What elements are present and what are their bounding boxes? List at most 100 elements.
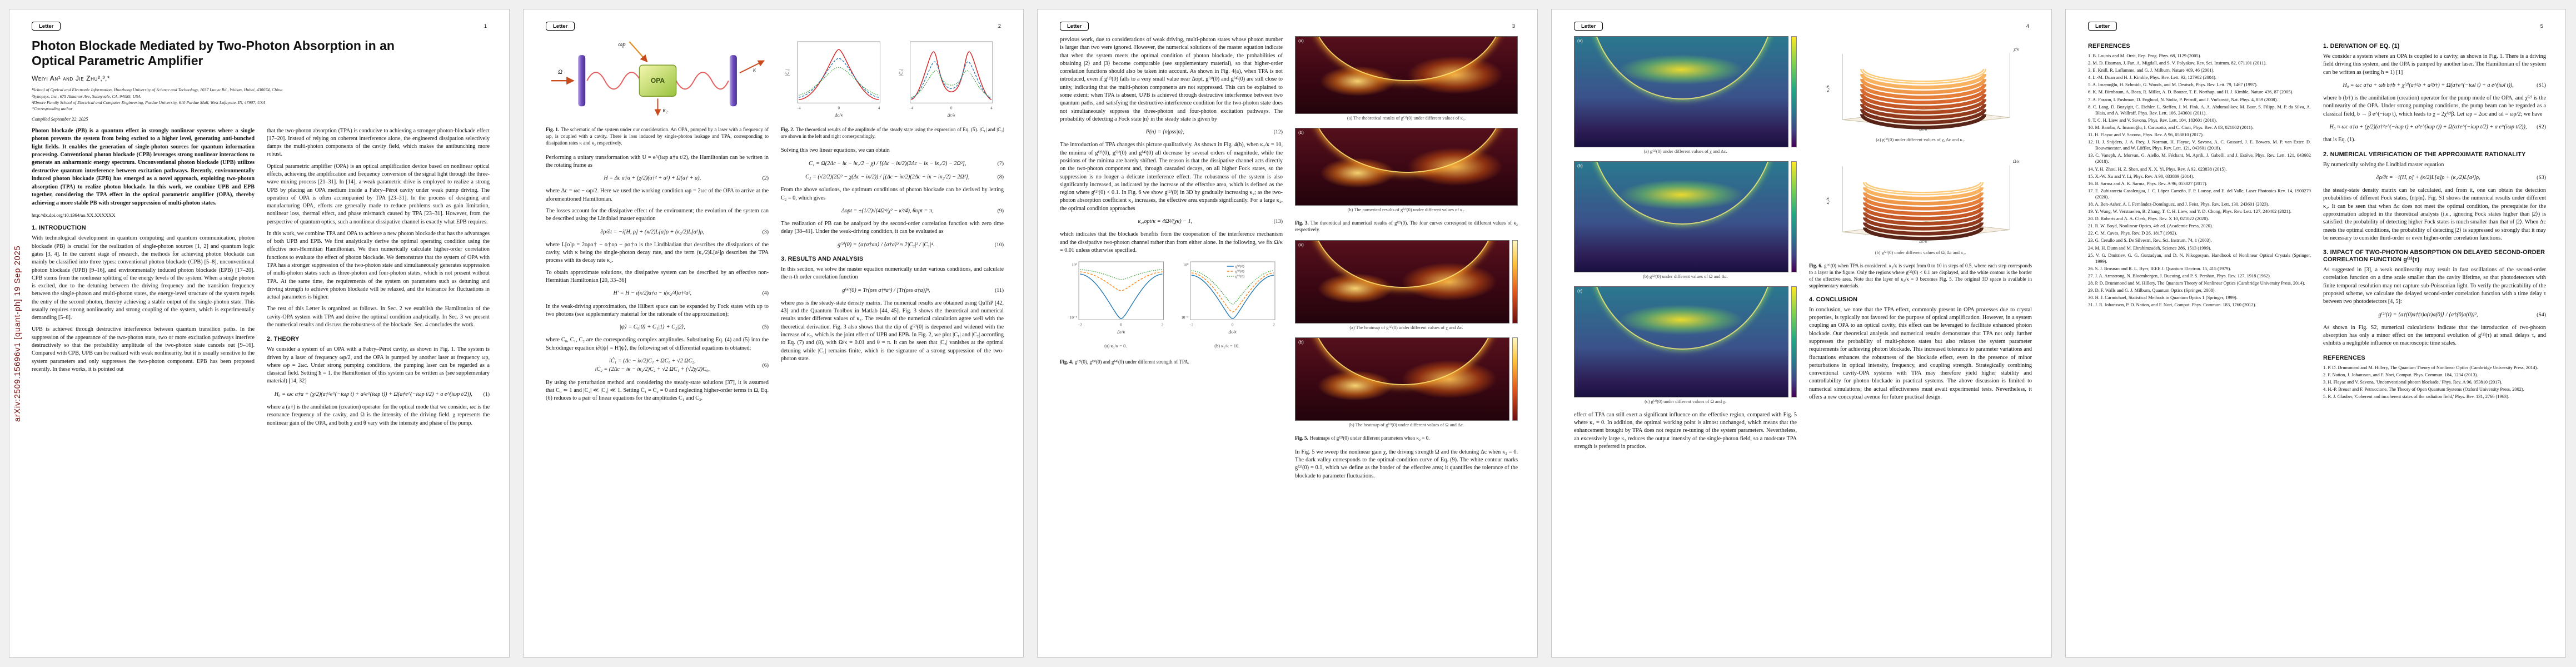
- equation: g⁽²⁾(0) = ⟨a†a†aa⟩ / ⟨a†a⟩² ≈ 2|C₂|² / |…: [838, 241, 1004, 248]
- page-number: 1: [484, 23, 487, 29]
- body-paragraph: With technological development in quantu…: [32, 235, 255, 321]
- svg-text:g⁽²⁾(0): g⁽²⁾(0): [1235, 264, 1244, 268]
- g2-curve-a: [1080, 273, 1163, 320]
- reference-item: 14. Y. H. Zhou, H. Z. Shen, and X. X. Yi…: [2088, 166, 2227, 172]
- figure-caption: Fig. 2. The theoretical results of the am…: [781, 127, 1004, 140]
- reference-list: 1. B. Lounis and M. Orrit, Rep. Prog. Ph…: [2088, 53, 2311, 308]
- figure-2-theory-plot: −4 0 4 −4 0 4 Δc/κ Δc/κ |C₁| |C₂|: [781, 37, 1004, 121]
- body-paragraph: We consider a system of an OPA with a Fa…: [267, 346, 490, 385]
- svg-text:κ: κ: [753, 67, 756, 73]
- svg-text:Ω/κ: Ω/κ: [2013, 159, 2020, 164]
- figure-1-schematic: Ω OPA ωp κ κ₂: [546, 37, 769, 121]
- svg-text:2: 2: [1273, 322, 1275, 327]
- page-number: 5: [2540, 23, 2543, 29]
- subfigure-caption: (b) κ₂/κ = 10.: [1214, 344, 1240, 349]
- fig5-heatmap-row-a: (a): [1295, 240, 1518, 323]
- paper-title: Photon Blockade Mediated by Two-Photon A…: [32, 38, 395, 68]
- reference-item: 31. J. R. Johansson, P. D. Nation, and F…: [2088, 302, 2256, 308]
- svg-text:0: 0: [1232, 322, 1234, 327]
- body-paragraph: In this section, we solve the master equ…: [781, 266, 1004, 281]
- svg-text:Δc/κ: Δc/κ: [1919, 126, 1927, 131]
- page-1: Letter 1 Photon Blockade Mediated by Two…: [9, 9, 510, 658]
- body-paragraph: The introduction of TPA changes this pic…: [1060, 142, 1283, 212]
- two-column-layout: (a) (a) g⁽²⁾(0) under different values o…: [1574, 36, 2032, 455]
- doi-link[interactable]: http://dx.doi.org/10.1364/ao.XX.XXXXXX: [32, 212, 116, 218]
- reference-item: 12. H. J. Snijders, J. A. Frey, J. Norma…: [2088, 140, 2311, 151]
- body-paragraph: As suggested in [3], a weak nonlinearity…: [2323, 267, 2546, 305]
- heatmap-chi-delta: (a): [1574, 36, 1788, 147]
- supplement-reference-list: 1. P. D. Drummond and M. Hillery, The Qu…: [2323, 365, 2546, 400]
- colorbar: [1791, 286, 1797, 397]
- heatmap-row: (b): [1574, 161, 1797, 272]
- subfigure-caption: (b) The heatmap of g⁽²⁾(0) under differe…: [1348, 422, 1464, 427]
- two-column-layout: Photon blockade (PB) is a quantum effect…: [32, 127, 490, 431]
- body-paragraph: The losses account for the dissipative e…: [546, 207, 769, 222]
- reference-item: 11. H. Flayac and V. Savona, Phys. Rev. …: [2088, 132, 2204, 138]
- opa-crystal: [639, 64, 677, 97]
- svg-text:−2: −2: [1189, 322, 1194, 327]
- colorbar: [1512, 337, 1518, 421]
- g2-curve-b: [1191, 275, 1274, 320]
- c2-curve-red: [911, 51, 992, 100]
- fig3-heatmap-a: (a): [1295, 36, 1518, 114]
- reference-item: 18. A. Ben-Asher, A. I. Fernández-Domíng…: [2088, 201, 2269, 207]
- body-paragraph: To obtain approximate solutions, the dis…: [546, 269, 769, 283]
- svg-text:−4: −4: [796, 106, 801, 110]
- subfigure-caption: (c) g⁽²⁾(0) under different values of Ω …: [1645, 399, 1726, 404]
- cavity-mirror-right: [729, 55, 737, 107]
- reference-item: 4. L.-M. Duan and H. J. Kimble, Phys. Re…: [2088, 75, 2216, 81]
- svg-text:g⁽³⁾(0): g⁽³⁾(0): [1235, 269, 1244, 273]
- svg-text:10⁻⁴: 10⁻⁴: [1070, 315, 1078, 320]
- figure-caption: Fig. 4. g⁽²⁾(0), g⁽³⁾(0) and g⁽⁴⁾(0) unde…: [1060, 359, 1189, 365]
- fig1-schematic-svg: Ω OPA ωp κ κ₂: [546, 37, 769, 121]
- page-3: Letter 3 previous work, due to considera…: [1037, 9, 1538, 658]
- g3-curve-b: [1191, 272, 1274, 312]
- body-paragraph: Optical parametric amplifier (OPA) is an…: [267, 163, 490, 225]
- reference-item: 15. X.-W. Xu and Y. Li, Phys. Rev. A 90,…: [2088, 173, 2194, 179]
- svg-text:Δc/κ: Δc/κ: [947, 112, 955, 117]
- column-left: Photon blockade (PB) is a quantum effect…: [32, 127, 255, 431]
- svg-text:10⁻⁴: 10⁻⁴: [1181, 315, 1189, 320]
- equation: C₂ = (√2/2)(2Ω² − χ(Δc − iκ/2)) / [(Δc −…: [805, 174, 1004, 181]
- body-paragraph: where Δc = ωc − ωp/2. Here we used the w…: [546, 188, 769, 202]
- equation: H₀ = ωc a†a + (χ/2)(a†²e^(−iωp t) + a²e^…: [274, 391, 490, 397]
- g4-curve-b: [1191, 270, 1274, 305]
- two-column-layout: previous work, due to considerations of …: [1060, 36, 1518, 484]
- subfigure-caption: (a) The heatmap of g⁽²⁾(0) under differe…: [1349, 325, 1463, 330]
- equation: Δopt = ±(1/2)√(4Ω⁴/χ² − κ²/4), θopt = π,…: [841, 207, 1004, 215]
- kappa-decay-arrow: [739, 60, 765, 74]
- equation: H′ = H − i(κ/2)a†a − i(κ₂/4)a†²a², (4): [613, 290, 769, 297]
- reference-item: 27. J. A. Armstrong, N. Bloembergen, J. …: [2088, 273, 2271, 278]
- letter-badge: Letter: [32, 22, 61, 31]
- page-header: Letter 4: [1574, 22, 2029, 31]
- reference-item: 30. H. J. Carmichael, Statistical Method…: [2088, 295, 2238, 301]
- svg-text:OPA: OPA: [651, 77, 665, 84]
- svg-text:4: 4: [878, 106, 880, 110]
- c1-curve-blue: [798, 58, 879, 98]
- reference-item: 28. P. D. Drummond and M. Hillery, The Q…: [2088, 281, 2305, 286]
- reference-item: 24. M. H. Dunn and M. Ebrahimzadeh, Scie…: [2088, 245, 2211, 251]
- column-right: −4 0 4 −4 0 4 Δc/κ Δc/κ |C₁| |C₂| Fig. 2: [781, 36, 1004, 406]
- two-column-layout: REFERENCES 1. B. Lounis and M. Orrit, Re…: [2088, 36, 2546, 401]
- supplement-heading-references: REFERENCES: [2323, 354, 2365, 361]
- c2-curve-green: [911, 70, 992, 98]
- svg-text:10⁰: 10⁰: [1072, 263, 1077, 267]
- supplement-heading-tpa-impact: 3. IMPACT OF TWO-PHOTON ABSORPTION ON DE…: [2323, 249, 2545, 263]
- fig5-heatmap-row-b: (b): [1295, 337, 1518, 421]
- reference-item: 23. G. Cerullo and S. De Silvestri, Rev.…: [2088, 238, 2212, 243]
- supplement-heading-derivation: 1. DERIVATION OF EQ. (1): [2323, 43, 2400, 49]
- body-paragraph: Solving this two linear equations, we ca…: [781, 147, 890, 154]
- svg-text:−2: −2: [1078, 322, 1082, 327]
- colorbar: [1512, 240, 1518, 323]
- svg-text:|C₂|: |C₂|: [899, 69, 904, 76]
- svg-text:Δc/κ: Δc/κ: [1117, 329, 1125, 334]
- body-paragraph: that is Eq. (1).: [2323, 137, 2356, 143]
- reference-item: 26. S. J. Brosnan and R. L. Byer, IEEE J…: [2088, 266, 2231, 271]
- svg-text:χ/κ: χ/κ: [2013, 47, 2019, 52]
- svg-text:g⁽⁴⁾(0): g⁽⁴⁾(0): [1235, 274, 1244, 278]
- column-right: κ₂/κ Δc/κ χ/κ (a) g⁽²⁾(0) under differen…: [1809, 36, 2032, 455]
- subfigure-caption: (a) κ₂/κ = 0.: [1104, 344, 1127, 349]
- fig3-heatmap-b: (b): [1295, 127, 1518, 206]
- body-paragraph: effect of TPA can still exert a signific…: [1574, 411, 1797, 450]
- svg-text:Δc/κ: Δc/κ: [834, 112, 843, 117]
